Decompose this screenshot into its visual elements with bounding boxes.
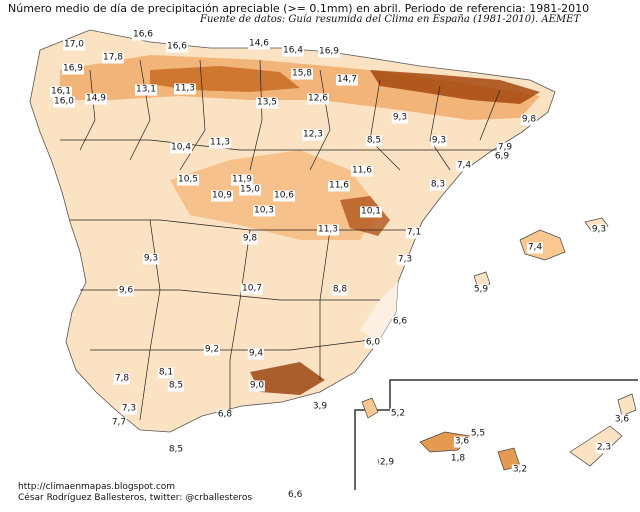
map-value-label: 9,3: [590, 224, 608, 236]
map-value-label: 16,4: [281, 45, 305, 57]
map-value-label: 13,5: [255, 97, 279, 109]
blog-link[interactable]: http://climaenmapas.blogspot.com: [18, 482, 176, 492]
map-value-label: 11,6: [327, 180, 351, 192]
map-value-label: 9,6: [117, 285, 135, 297]
map-value-label: 5,5: [469, 428, 487, 440]
map-value-label: 16,6: [131, 29, 155, 41]
map-value-label: 17,8: [101, 52, 125, 64]
map-value-label: 11,9: [230, 174, 254, 186]
map-value-label: 8,3: [429, 179, 447, 191]
map-value-label: 7,3: [396, 254, 414, 266]
map-value-label: 8,5: [365, 135, 383, 147]
stray-value: 6,6: [288, 490, 303, 500]
map-value-label: 11,3: [316, 224, 340, 236]
map-value-label: 5,2: [389, 408, 407, 420]
map-value-label: 9,2: [203, 344, 221, 356]
map-value-label: 14,6: [247, 38, 271, 50]
map-value-label: 1,8: [449, 453, 467, 465]
map-value-label: 16,1: [49, 86, 73, 98]
canary-island-west: [361, 397, 379, 419]
author-credit: César Rodríguez Ballesteros, twitter: @c…: [18, 493, 253, 503]
map-value-label: 16,9: [61, 63, 85, 75]
map-value-label: 8,8: [331, 284, 349, 296]
map-value-label: 10,3: [252, 205, 276, 217]
map-value-label: 13,1: [134, 84, 158, 96]
map-value-label: 8,1: [157, 367, 175, 379]
map-value-label: 11,3: [173, 83, 197, 95]
canary-island-lanzarote: [617, 393, 637, 417]
map-value-label: 9,8: [241, 233, 259, 245]
map-value-label: 10,4: [169, 142, 193, 154]
map-value-label: 9,3: [391, 112, 409, 124]
map-value-label: 3,6: [453, 436, 471, 448]
map-value-label: 11,6: [350, 165, 374, 177]
map-value-label: 3,9: [311, 401, 329, 413]
map-value-label: 10,7: [240, 283, 264, 295]
map-value-label: 9,8: [520, 114, 538, 126]
map-value-label: 7,4: [526, 242, 544, 254]
map-value-label: 9,0: [248, 380, 266, 392]
map-value-label: 9,3: [142, 253, 160, 265]
map-value-label: 8,5: [167, 380, 185, 392]
map-value-label: 16,9: [317, 46, 341, 58]
map-value-label: 14,9: [84, 93, 108, 105]
map-value-label: 6,6: [391, 316, 409, 328]
south-east-dry-zone: [360, 282, 398, 342]
map-value-label: 2,3: [595, 442, 613, 454]
map-value-label: 6,9: [493, 151, 511, 163]
map-title: Número medio de día de precipitación apr…: [8, 2, 590, 15]
sierra-nevada-peak: [250, 362, 325, 395]
map-value-label: 8,5: [167, 444, 185, 456]
map-value-label: 9,3: [430, 135, 448, 147]
map-value-label: 7,3: [120, 403, 138, 415]
map-value-label: 7,7: [110, 417, 128, 429]
map-value-label: 11,3: [208, 137, 232, 149]
map-value-label: 15,0: [238, 184, 262, 196]
map-value-label: 10,6: [272, 190, 296, 202]
map-value-label: 7,8: [113, 373, 131, 385]
map-value-label: 10,1: [359, 206, 383, 218]
map-value-label: 16,6: [165, 41, 189, 53]
map-value-label: 9,4: [247, 348, 265, 360]
map-value-label: 10,9: [210, 190, 234, 202]
map-value-label: 3,6: [613, 414, 631, 426]
map-value-label: 12,6: [306, 93, 330, 105]
map-value-label: 3,2: [511, 464, 529, 476]
data-source: Fuente de datos: Guía resumida del Clima…: [200, 14, 581, 25]
map-value-label: 2,9: [378, 457, 396, 469]
map-value-label: 7,9: [496, 142, 514, 154]
ibiza-island: [473, 271, 491, 289]
map-value-label: 10,5: [176, 174, 200, 186]
map-value-label: 16,0: [52, 96, 76, 108]
map-value-label: 6,8: [216, 409, 234, 421]
map-value-label: 15,8: [290, 68, 314, 80]
map-value-label: 17,0: [62, 39, 86, 51]
map-value-label: 12,3: [301, 129, 325, 141]
map-value-label: 5,9: [472, 284, 490, 296]
map-value-label: 14,7: [335, 74, 359, 86]
map-value-label: 7,4: [455, 160, 473, 172]
map-value-label: 7,1: [405, 227, 423, 239]
map-value-label: 6,0: [364, 337, 382, 349]
